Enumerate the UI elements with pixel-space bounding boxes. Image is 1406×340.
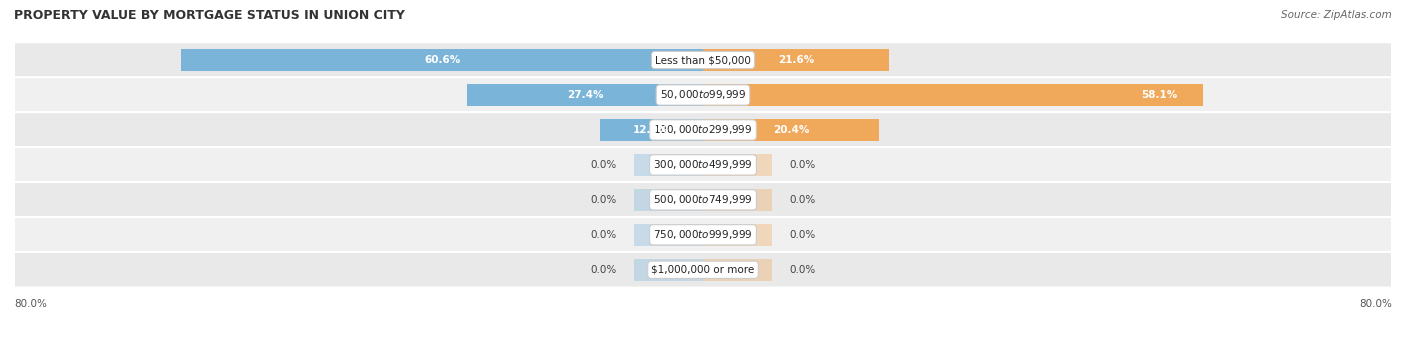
FancyBboxPatch shape bbox=[14, 252, 1392, 288]
Text: 80.0%: 80.0% bbox=[14, 300, 46, 309]
Text: PROPERTY VALUE BY MORTGAGE STATUS IN UNION CITY: PROPERTY VALUE BY MORTGAGE STATUS IN UNI… bbox=[14, 8, 405, 21]
Text: $750,000 to $999,999: $750,000 to $999,999 bbox=[654, 228, 752, 241]
Bar bbox=[599, 119, 703, 141]
Text: 21.6%: 21.6% bbox=[778, 55, 814, 65]
Bar bbox=[703, 49, 889, 71]
Bar bbox=[634, 259, 703, 280]
Text: 0.0%: 0.0% bbox=[789, 265, 815, 275]
Bar bbox=[703, 119, 879, 141]
Text: 60.6%: 60.6% bbox=[425, 55, 460, 65]
Text: 58.1%: 58.1% bbox=[1142, 90, 1177, 100]
Text: Source: ZipAtlas.com: Source: ZipAtlas.com bbox=[1281, 10, 1392, 20]
Bar bbox=[703, 224, 772, 246]
Text: 0.0%: 0.0% bbox=[591, 160, 617, 170]
Text: 80.0%: 80.0% bbox=[1360, 300, 1392, 309]
Text: $500,000 to $749,999: $500,000 to $749,999 bbox=[654, 193, 752, 206]
Text: 12.0%: 12.0% bbox=[633, 125, 669, 135]
FancyBboxPatch shape bbox=[14, 182, 1392, 218]
Text: $300,000 to $499,999: $300,000 to $499,999 bbox=[654, 158, 752, 171]
Text: 0.0%: 0.0% bbox=[789, 230, 815, 240]
Bar bbox=[703, 259, 772, 280]
Text: $50,000 to $99,999: $50,000 to $99,999 bbox=[659, 88, 747, 101]
Text: 20.4%: 20.4% bbox=[773, 125, 808, 135]
Bar bbox=[703, 189, 772, 211]
Text: 0.0%: 0.0% bbox=[789, 160, 815, 170]
FancyBboxPatch shape bbox=[14, 217, 1392, 253]
Bar bbox=[634, 154, 703, 176]
Text: 27.4%: 27.4% bbox=[567, 90, 603, 100]
Text: 0.0%: 0.0% bbox=[591, 265, 617, 275]
Bar bbox=[181, 49, 703, 71]
FancyBboxPatch shape bbox=[14, 112, 1392, 148]
Bar bbox=[634, 189, 703, 211]
FancyBboxPatch shape bbox=[14, 147, 1392, 183]
Text: Less than $50,000: Less than $50,000 bbox=[655, 55, 751, 65]
Text: $1,000,000 or more: $1,000,000 or more bbox=[651, 265, 755, 275]
Text: 0.0%: 0.0% bbox=[789, 195, 815, 205]
Text: 0.0%: 0.0% bbox=[591, 230, 617, 240]
Bar bbox=[703, 154, 772, 176]
Bar bbox=[703, 84, 1204, 106]
Text: 0.0%: 0.0% bbox=[591, 195, 617, 205]
FancyBboxPatch shape bbox=[14, 42, 1392, 78]
Bar bbox=[634, 224, 703, 246]
Text: $100,000 to $299,999: $100,000 to $299,999 bbox=[654, 123, 752, 136]
FancyBboxPatch shape bbox=[14, 77, 1392, 113]
Bar bbox=[467, 84, 703, 106]
